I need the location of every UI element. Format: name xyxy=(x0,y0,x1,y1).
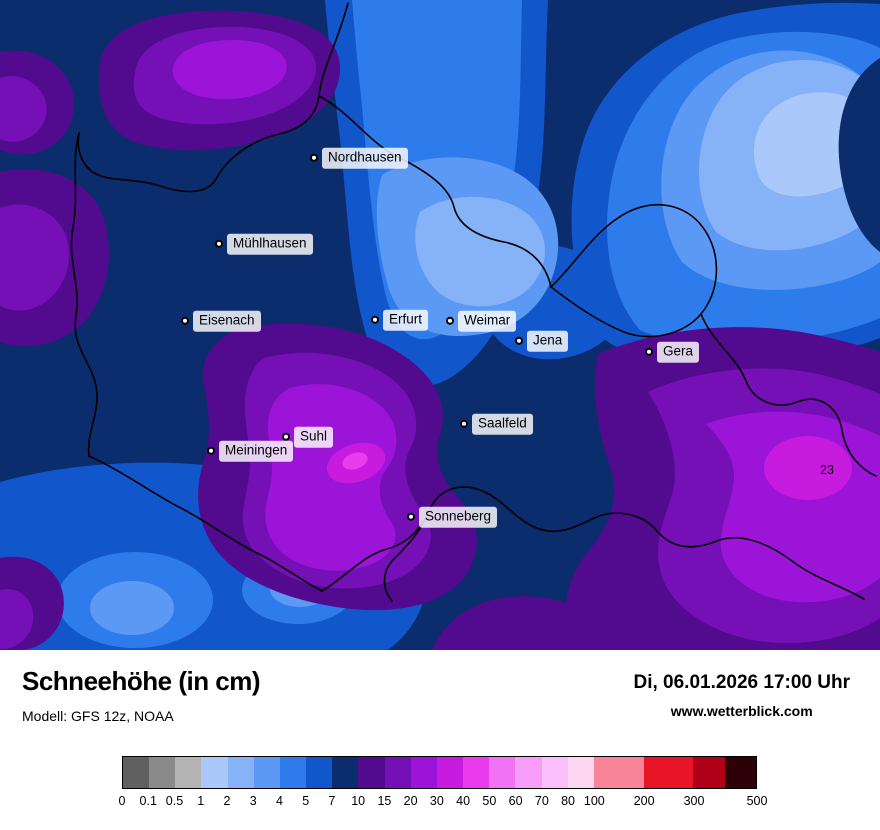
city-label: Sonneberg xyxy=(419,506,498,528)
city-marker: Eisenach xyxy=(181,310,261,332)
legend-segment xyxy=(489,757,516,788)
city-dot-icon xyxy=(460,419,468,428)
legend-tick-label: 15 xyxy=(377,794,392,808)
legend-tick-label: 0.1 xyxy=(139,794,157,808)
city-dot-icon xyxy=(407,512,415,521)
legend-segment xyxy=(279,757,307,788)
city-dot-icon xyxy=(446,316,454,325)
city-marker: Jena xyxy=(515,330,569,352)
legend-segment xyxy=(201,757,228,788)
legend-segment xyxy=(567,757,594,788)
city-label: Erfurt xyxy=(383,309,429,331)
city-label: Meiningen xyxy=(219,440,294,462)
datetime-block: Di, 06.01.2026 17:00 Uhr www.wetterblick… xyxy=(633,672,850,719)
legend-tick-label: 70 xyxy=(534,794,549,808)
city-marker: Erfurt xyxy=(371,309,429,331)
legend-segment xyxy=(175,757,202,788)
legend-segment xyxy=(724,757,756,788)
legend-segment xyxy=(384,757,411,788)
legend-segment xyxy=(643,757,694,788)
legend-segment xyxy=(227,757,254,788)
page-title: Schneehöhe (in cm) xyxy=(22,666,261,696)
legend-tick-label: 4 xyxy=(275,794,283,808)
city-marker: Mühlhausen xyxy=(215,233,313,255)
city-marker: Meiningen xyxy=(207,440,294,462)
snow-fill-regions xyxy=(0,0,880,650)
city-dot-icon xyxy=(645,347,653,356)
legend-segment xyxy=(123,757,150,788)
model-info: Modell: GFS 12z, NOAA xyxy=(22,708,174,724)
legend-segment xyxy=(253,757,280,788)
legend-tick-label: 200 xyxy=(633,794,655,808)
legend-tick-label: 3 xyxy=(249,794,257,808)
legend-segment xyxy=(593,757,644,788)
legend-tick-label: 2 xyxy=(223,794,231,808)
legend-segment xyxy=(463,757,490,788)
city-dot-icon xyxy=(207,446,215,455)
city-label: Nordhausen xyxy=(322,147,408,169)
legend-tick-label: 5 xyxy=(302,794,310,808)
legend-segment xyxy=(693,757,725,788)
footer-panel: Schneehöhe (in cm) Modell: GFS 12z, NOAA… xyxy=(0,650,880,830)
legend-strip xyxy=(122,756,757,789)
legend-tick-label: 20 xyxy=(403,794,418,808)
city-label: Eisenach xyxy=(193,310,261,332)
legend-segment xyxy=(515,757,542,788)
legend-tick-label: 0.5 xyxy=(165,794,184,808)
website-url: www.wetterblick.com xyxy=(670,703,813,719)
legend-segment xyxy=(149,757,176,788)
legend-segment xyxy=(306,757,333,788)
legend-ticks: 0 0.1 0.5 1 2 3 4 5 7 10 15 20 30 40 50 60 70 80 100 200 300… xyxy=(118,794,768,812)
legend-tick-label: 500 xyxy=(746,794,768,808)
city-dot-icon xyxy=(515,336,523,345)
legend-segment xyxy=(436,757,464,788)
legend-tick-label: 40 xyxy=(456,794,471,808)
legend-tick-label: 300 xyxy=(683,794,705,808)
legend-tick-label: 30 xyxy=(429,794,444,808)
legend-tick-label: 7 xyxy=(328,794,336,808)
legend-segment xyxy=(332,757,359,788)
city-dot-icon xyxy=(310,153,318,162)
city-marker: Weimar xyxy=(446,310,517,332)
city-label: Weimar xyxy=(458,310,517,332)
city-dot-icon xyxy=(181,316,189,325)
max-value-label: 23 xyxy=(820,463,834,477)
city-label: Saalfeld xyxy=(472,413,533,435)
legend-segment xyxy=(410,757,437,788)
legend-tick-label: 60 xyxy=(508,794,523,808)
legend-tick-label: 100 xyxy=(583,794,605,808)
city-dot-icon xyxy=(282,432,290,441)
city-marker: Nordhausen xyxy=(310,147,408,169)
city-marker: Saalfeld xyxy=(460,413,533,435)
city-marker: Suhl xyxy=(282,426,334,448)
legend-segment xyxy=(358,757,385,788)
city-label: Jena xyxy=(527,330,569,352)
city-marker: Sonneberg xyxy=(407,506,498,528)
snow-depth-map: Nordhausen Mühlhausen Eisenach Erfurt Weimar… xyxy=(0,0,880,650)
legend-tick-label: 0 xyxy=(118,794,126,808)
forecast-datetime: Di, 06.01.2026 17:00 Uhr xyxy=(633,672,850,693)
legend-tick-label: 1 xyxy=(197,794,205,808)
city-label: Suhl xyxy=(294,426,334,448)
city-dot-icon xyxy=(215,239,223,248)
legend-tick-label: 50 xyxy=(482,794,497,808)
legend-tick-label: 10 xyxy=(351,794,366,808)
city-label: Gera xyxy=(657,341,700,363)
city-layer: Nordhausen Mühlhausen Eisenach Erfurt Weimar… xyxy=(181,147,700,528)
city-dot-icon xyxy=(371,315,379,324)
legend-tick-label: 80 xyxy=(561,794,576,808)
city-marker: Gera xyxy=(645,341,700,363)
legend-segment xyxy=(541,757,568,788)
color-scale-legend: 0 0.1 0.5 1 2 3 4 5 7 10 15 20 30 40 50 60 70 80 100 200 300… xyxy=(118,756,768,812)
map-canvas xyxy=(0,0,880,650)
city-label: Mühlhausen xyxy=(227,233,313,255)
